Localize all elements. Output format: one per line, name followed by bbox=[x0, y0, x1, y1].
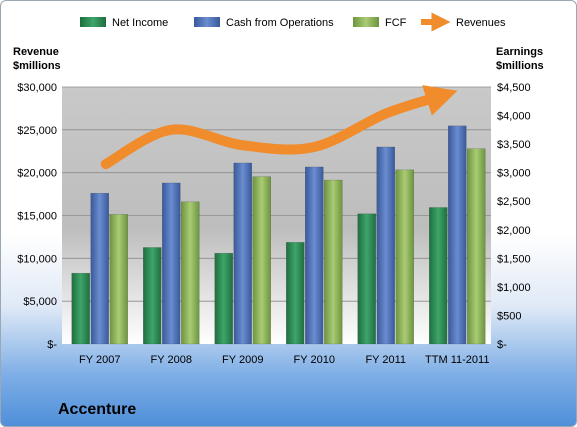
bars bbox=[71, 125, 486, 345]
cash-from-operations-bar bbox=[233, 162, 252, 345]
left-tick-label: $15,000 bbox=[17, 211, 57, 223]
right-tick-label: $3,000 bbox=[497, 168, 531, 180]
cash-from-operations-bar bbox=[90, 192, 109, 345]
left-tick-label: $25,000 bbox=[17, 125, 57, 137]
left-axis-title-line2: $millions bbox=[13, 60, 61, 72]
category-label: TTM 11-2011 bbox=[425, 354, 489, 366]
legend-label-net-income: Net Income bbox=[112, 17, 168, 29]
category-labels: FY 2007 FY 2008 FY 2009 FY 2010 FY 2011 TTM 1… bbox=[79, 354, 489, 366]
left-tick-label: $5,000 bbox=[23, 296, 57, 308]
fcf-bar bbox=[252, 176, 271, 345]
legend-label-fcf: FCF bbox=[385, 17, 407, 29]
right-tick-label: $1,500 bbox=[497, 253, 531, 265]
right-axis-title-line1: Earnings bbox=[496, 46, 543, 58]
company-name: Accenture bbox=[58, 401, 136, 418]
left-tick-label: $- bbox=[47, 339, 57, 351]
cash-from-operations-bar bbox=[448, 125, 467, 345]
fcf-bar bbox=[109, 214, 128, 345]
right-tick-label: $- bbox=[497, 339, 507, 351]
right-tick-label: $2,500 bbox=[497, 196, 531, 208]
net-income-bar bbox=[71, 272, 90, 345]
net-income-bar bbox=[357, 213, 376, 345]
revenues-line bbox=[100, 85, 458, 170]
net-income-bar bbox=[214, 252, 233, 345]
fcf-bar bbox=[395, 169, 414, 345]
right-tick-label: $4,000 bbox=[497, 111, 531, 123]
cash-from-operations-bar bbox=[305, 166, 324, 345]
right-axis-title-line2: $millions bbox=[496, 60, 544, 72]
net-income-bar bbox=[286, 242, 305, 345]
left-tick-label: $30,000 bbox=[17, 82, 57, 94]
legend-swatch-fcf bbox=[353, 17, 379, 27]
left-axis-title-line1: Revenue bbox=[13, 46, 59, 58]
right-tick-label: $2,000 bbox=[497, 225, 531, 237]
legend-swatch-cash-from-operations bbox=[194, 17, 220, 27]
category-label: FY 2011 bbox=[365, 354, 406, 366]
legend: Net Income Cash from Operations FCF Reve… bbox=[80, 12, 506, 32]
left-tick-label: $10,000 bbox=[17, 253, 57, 265]
left-tick-label: $20,000 bbox=[17, 168, 57, 180]
cash-from-operations-bar bbox=[162, 182, 181, 345]
right-axis-ticks: $- $500 $1,000 $1,500 $2,000 $2,500 $3,000 $3,5… bbox=[497, 82, 531, 351]
cash-from-operations-bar bbox=[376, 146, 395, 345]
legend-label-revenues: Revenues bbox=[456, 17, 506, 29]
fcf-bar bbox=[467, 148, 486, 345]
category-label: FY 2008 bbox=[151, 354, 192, 366]
right-tick-label: $500 bbox=[497, 310, 521, 322]
right-tick-label: $3,500 bbox=[497, 139, 531, 151]
category-label: FY 2010 bbox=[294, 354, 335, 366]
left-axis-ticks: $- $5,000 $10,000 $15,000 $20,000 $25,000 $30,… bbox=[17, 82, 57, 351]
legend-swatch-net-income bbox=[80, 17, 106, 27]
fcf-bar bbox=[324, 179, 343, 345]
fcf-bar bbox=[181, 201, 200, 345]
legend-label-cash-from-operations: Cash from Operations bbox=[226, 17, 334, 29]
net-income-bar bbox=[429, 207, 448, 345]
right-tick-label: $1,000 bbox=[497, 282, 531, 294]
net-income-bar bbox=[143, 247, 162, 345]
right-tick-label: $4,500 bbox=[497, 82, 531, 94]
category-label: FY 2009 bbox=[222, 354, 263, 366]
gridlines bbox=[62, 86, 491, 302]
category-label: FY 2007 bbox=[79, 354, 120, 366]
